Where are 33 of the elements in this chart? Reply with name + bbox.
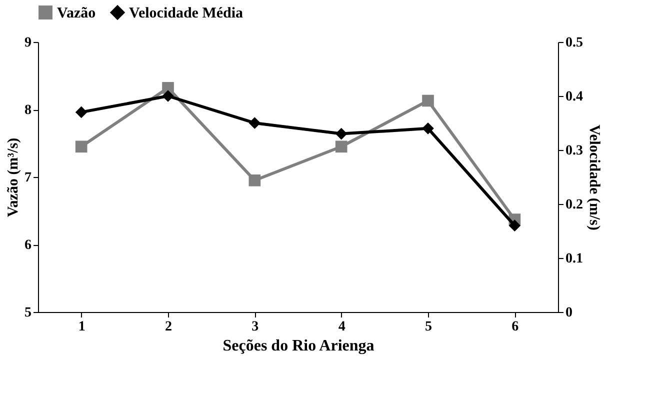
legend-label: Vazão [57, 6, 96, 22]
point [508, 220, 521, 232]
x-tick-label: 3 [252, 320, 259, 334]
x-tick-label: 2 [165, 320, 172, 334]
y2-tick-label: 0.4 [566, 90, 583, 104]
point [162, 90, 174, 102]
y-tick-label: 5 [24, 306, 32, 320]
x-tick-label: 6 [512, 320, 519, 334]
y2-tick-label: 0.1 [566, 252, 583, 266]
y-tick-label: 7 [24, 170, 32, 186]
y-axis-title: Vazão (m³/s) [6, 138, 22, 218]
x-axis-title: Seções do Rio Arienga [222, 338, 374, 354]
x-tick-label: 4 [338, 320, 346, 334]
y2-tick-label: 0 [566, 306, 572, 320]
legend-label: Velocidade Média [129, 6, 244, 22]
point [162, 82, 174, 94]
point [335, 128, 348, 140]
point [75, 140, 88, 153]
x-tick-label: 5 [425, 320, 432, 334]
x-tick-label: 1 [78, 320, 86, 334]
point [248, 174, 261, 186]
point [422, 94, 434, 107]
y2-axis-title: Velocidade (m/s) [586, 124, 602, 230]
y-tick-label: 8 [24, 103, 32, 118]
point [75, 106, 88, 118]
point [248, 117, 261, 129]
point [422, 122, 434, 134]
y-tick-label: 9 [24, 36, 32, 50]
y2-tick-label: 0.3 [566, 144, 583, 158]
point [335, 140, 348, 153]
y-tick-label: 6 [24, 238, 32, 253]
y2-tick-label: 0.5 [566, 36, 583, 50]
y2-tick-label: 0.2 [566, 198, 583, 212]
